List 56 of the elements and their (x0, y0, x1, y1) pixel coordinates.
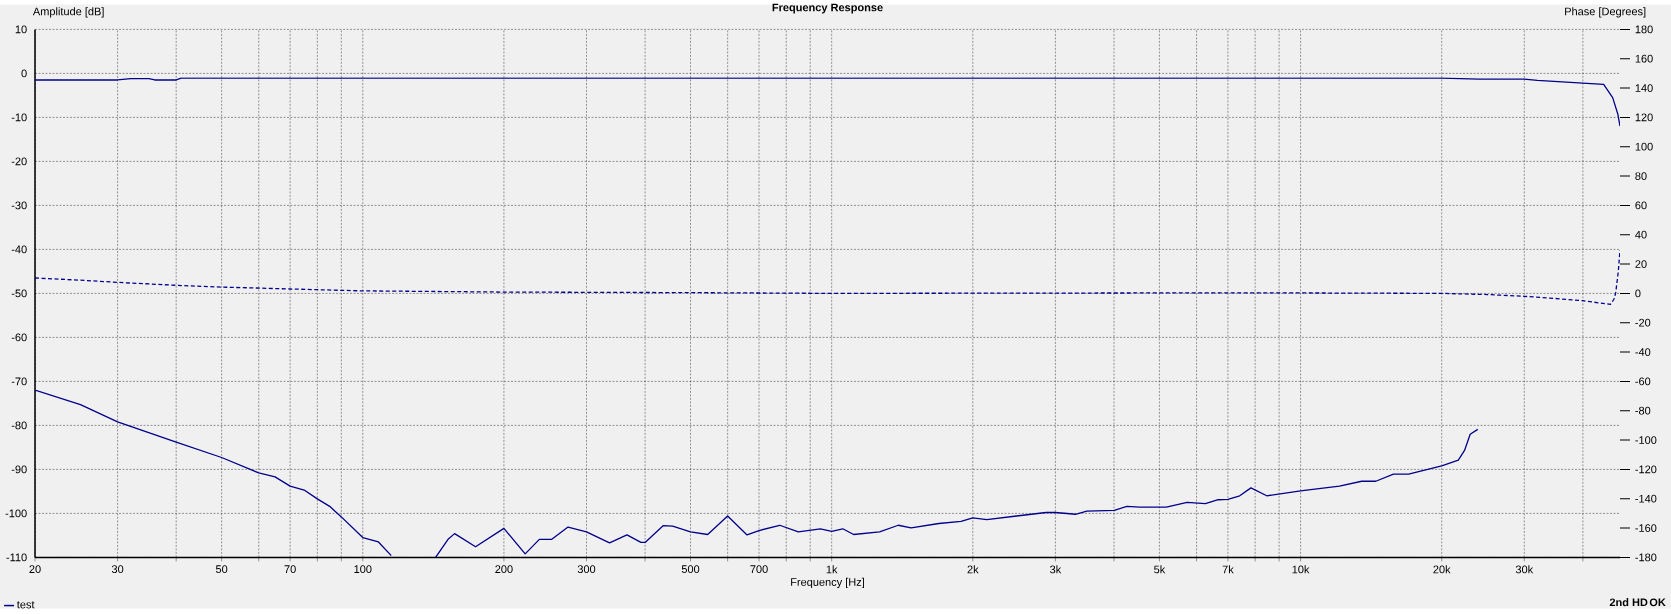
text: 2nd HD (1609, 598, 1648, 607)
x-tick-label: 70 (284, 565, 296, 574)
x-tick-label: 1k (826, 565, 838, 574)
x-tick-label: 20k (1433, 565, 1451, 574)
x-tick-label: 30k (1515, 565, 1534, 574)
y2-tick-label: 120 (1635, 113, 1653, 122)
y-tick-label: -90 (11, 465, 27, 474)
y-tick-label: -110 (6, 553, 27, 562)
y-tick-label: -100 (5, 509, 27, 518)
x-axis-title: Frequency [Hz] (791, 577, 864, 589)
y-tick-label: 0 (21, 69, 27, 78)
x-tick-label: 50 (215, 565, 228, 574)
y2-tick-label: 60 (1635, 201, 1647, 210)
x-tick-label: 700 (750, 565, 768, 574)
x-tick-label: 20 (29, 565, 41, 574)
y-tick-label: -50 (11, 289, 27, 298)
x-tick-label: 100 (354, 565, 372, 574)
y2-tick-label: 160 (1635, 54, 1653, 63)
y2-tick-label: -100 (1635, 436, 1657, 444)
x-tick-label: 500 (681, 565, 700, 574)
y2-tick-label: -120 (1635, 465, 1657, 474)
y-tick-label: -80 (11, 421, 27, 430)
y2-tick-label: -20 (1635, 318, 1651, 327)
y2-tick-label: -60 (1635, 377, 1651, 386)
y2-axis-title: Phase [Degrees] (1565, 7, 1646, 18)
y-axis-title: Amplitude [dB] (32, 7, 104, 18)
chart-title: Frequency Response (772, 3, 883, 14)
legend-label: test (16, 601, 35, 609)
y2-tick-label: 40 (1635, 230, 1647, 239)
x-tick-label: 7k (1222, 565, 1234, 574)
text: OK (1649, 598, 1666, 607)
y2-tick-label: -140 (1635, 494, 1657, 503)
x-tick-label: 300 (577, 565, 596, 574)
y2-tick-label: -40 (1635, 348, 1651, 356)
x-tick-label: 3k (1050, 565, 1062, 574)
y-tick-label: -40 (11, 245, 27, 254)
y-tick-label: -20 (11, 157, 27, 166)
y-tick-label: -30 (11, 201, 27, 210)
y-tick-label: -60 (11, 333, 27, 342)
y2-tick-label: 20 (1635, 260, 1647, 268)
y2-tick-label: 100 (1635, 142, 1653, 151)
y2-tick-label: 0 (1635, 289, 1641, 298)
y-tick-label: 10 (15, 25, 27, 34)
x-tick-label: 5k (1154, 565, 1166, 574)
y2-tick-label: 180 (1635, 25, 1653, 34)
x-tick-label: 10k (1292, 565, 1310, 574)
x-tick-label: 200 (495, 565, 513, 574)
y-tick-label: -70 (11, 377, 27, 386)
x-tick-label: 30 (111, 565, 124, 574)
y2-tick-label: 140 (1635, 84, 1653, 92)
x-tick-label: 2k (967, 565, 979, 574)
y2-tick-label: -80 (1635, 406, 1651, 415)
y2-tick-label: 80 (1635, 172, 1647, 180)
y2-tick-label: -160 (1635, 524, 1657, 532)
y2-tick-label: -180 (1635, 553, 1657, 562)
y-tick-label: -10 (11, 113, 27, 122)
